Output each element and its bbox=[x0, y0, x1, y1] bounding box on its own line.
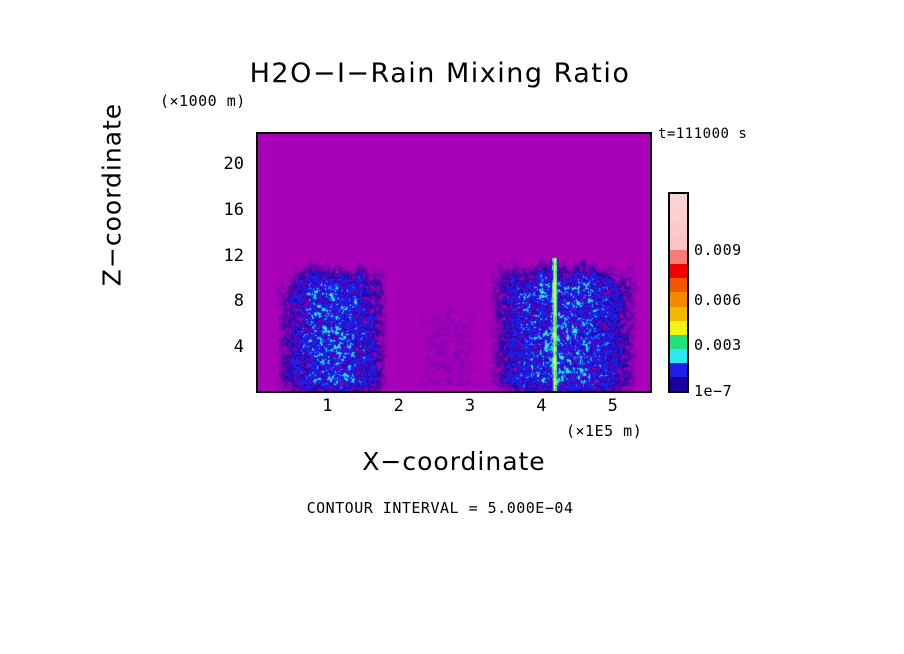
x-axis-tick-label: 1 bbox=[322, 396, 333, 416]
colorbar-tick-label: 0.003 bbox=[694, 336, 742, 354]
colorbar-tick-label: 0.009 bbox=[694, 241, 742, 259]
y-axis-unit-label: (×1000 m) bbox=[160, 92, 246, 110]
page-title: H2O−I−Rain Mixing Ratio bbox=[249, 58, 631, 89]
y-axis-tick-label: 12 bbox=[223, 245, 244, 266]
colorbar-band bbox=[670, 264, 687, 279]
colorbar bbox=[668, 192, 689, 393]
colorbar-band bbox=[670, 334, 687, 349]
y-axis-tick-label: 8 bbox=[233, 291, 244, 312]
contour-interval-note: CONTOUR INTERVAL = 5.000E−04 bbox=[306, 499, 574, 517]
x-axis-tick-label: 3 bbox=[464, 396, 476, 416]
colorbar-band bbox=[670, 207, 687, 223]
y-axis-title: Z−coordinate bbox=[97, 102, 127, 287]
colorbar-band bbox=[670, 236, 687, 251]
colorbar-band bbox=[670, 278, 687, 293]
y-axis-tick-label: 16 bbox=[223, 199, 244, 220]
x-axis-tick-label: 2 bbox=[393, 396, 404, 416]
colorbar-band bbox=[670, 376, 687, 391]
timestamp-label: t=111000 s bbox=[658, 126, 748, 142]
plot-area bbox=[256, 132, 652, 393]
colorbar-band bbox=[670, 362, 687, 377]
colorbar-band bbox=[670, 193, 687, 208]
colorbar-band bbox=[670, 222, 687, 237]
colorbar-band bbox=[670, 320, 687, 335]
x-axis-title: X−coordinate bbox=[362, 447, 546, 476]
colorbar-band bbox=[670, 292, 687, 307]
colorbar-band bbox=[670, 306, 687, 321]
colorbar-band bbox=[670, 348, 687, 363]
x-axis-tick-label: 4 bbox=[536, 396, 547, 416]
colorbar-tick-label: 0.006 bbox=[694, 291, 742, 309]
colorbar-tick-label: 1e−7 bbox=[694, 382, 733, 400]
y-axis-tick-label: 20 bbox=[223, 154, 244, 175]
x-axis-unit-label: (×1E5 m) bbox=[566, 422, 643, 440]
colorbar-band bbox=[670, 250, 687, 265]
y-axis-tick-label: 4 bbox=[233, 337, 244, 358]
x-axis-tick-label: 5 bbox=[607, 396, 618, 416]
rain-mixing-ratio-field bbox=[258, 134, 650, 391]
